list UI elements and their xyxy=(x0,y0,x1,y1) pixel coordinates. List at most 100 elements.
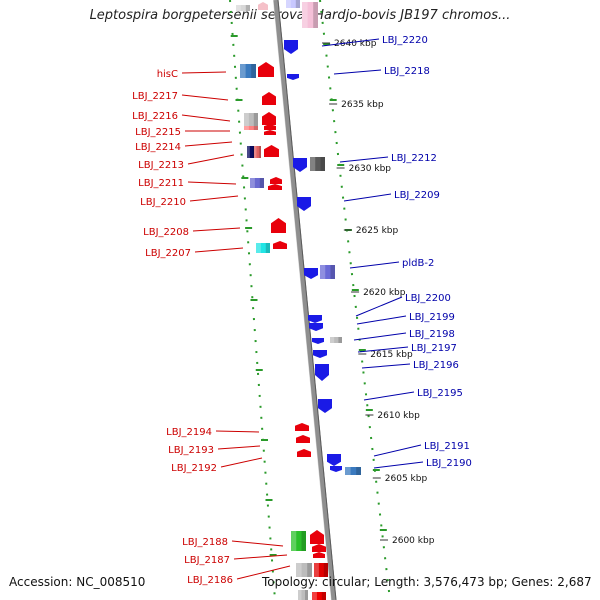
reverse-gene-arrow xyxy=(312,338,324,344)
left-label-leader xyxy=(217,445,261,450)
gene-feature xyxy=(247,146,255,158)
right-label-leader xyxy=(349,261,400,269)
right-gene-label: LBJ_2199 xyxy=(409,312,455,323)
tick-label: 2640 kbp xyxy=(334,39,377,49)
tick-label: 2630 kbp xyxy=(349,164,392,174)
left-gene-label: LBJ_2186 xyxy=(187,575,233,586)
left-label-leader xyxy=(215,430,260,433)
reverse-gene-arrow xyxy=(318,399,332,413)
right-gene-label: LBJ_2198 xyxy=(409,329,455,340)
tick-label: 2600 kbp xyxy=(392,536,435,546)
tick-label: 2605 kbp xyxy=(385,474,428,484)
reverse-gene-arrow xyxy=(330,466,342,472)
map-title: Leptospira borgpetersenii serovar Hardjo… xyxy=(89,8,511,23)
gene-feature xyxy=(256,243,270,253)
left-label-leader xyxy=(233,554,288,560)
right-label-leader xyxy=(343,193,392,202)
backbone-group xyxy=(273,0,337,600)
forward-gene-arrow xyxy=(270,177,282,184)
reverse-gene-arrow xyxy=(284,40,298,54)
right-label-leader xyxy=(339,156,389,163)
right-label-leader xyxy=(363,391,415,401)
right-gene-label: pldB-2 xyxy=(402,258,434,269)
forward-gene-arrow xyxy=(258,2,268,10)
right-gene-label: LBJ_2196 xyxy=(413,360,459,371)
left-gene-label: LBJ_2207 xyxy=(145,248,191,259)
backbone-line xyxy=(273,0,337,600)
reverse-gene-arrow xyxy=(308,315,322,323)
gene-feature xyxy=(310,157,325,171)
reverse-gene-arrow xyxy=(313,350,327,358)
right-label-leader xyxy=(361,363,411,369)
left-gene-label: LBJ_2208 xyxy=(143,227,189,238)
forward-gene-arrow xyxy=(262,112,276,125)
forward-gene-arrow xyxy=(310,530,324,544)
reverse-gene-arrow xyxy=(309,323,323,331)
right-label-leader xyxy=(333,69,382,75)
right-gene-label: LBJ_2220 xyxy=(382,35,428,46)
reverse-gene-arrow xyxy=(297,197,311,211)
right-gene-label: LBJ_2200 xyxy=(405,293,451,304)
left-label-leader xyxy=(231,540,284,547)
forward-gene-arrow xyxy=(312,544,326,552)
tick-label: 2625 kbp xyxy=(356,226,399,236)
gene-feature xyxy=(244,126,258,130)
tick-label: 2615 kbp xyxy=(370,350,413,360)
forward-gene-arrow xyxy=(297,449,311,457)
left-gene-label: LBJ_2194 xyxy=(166,427,212,438)
gene-feature xyxy=(236,5,250,11)
right-label-leader xyxy=(356,315,407,325)
forward-gene-arrow xyxy=(268,184,282,190)
gene-feature xyxy=(244,113,258,127)
right-label-leader xyxy=(373,444,422,457)
outer-dotted-track xyxy=(319,0,391,600)
reverse-gene-arrow xyxy=(315,364,329,381)
forward-gene-arrow xyxy=(264,124,276,130)
backbone-shadow xyxy=(277,0,337,600)
reverse-gene-arrow xyxy=(287,74,299,80)
left-gene-label: LBJ_2213 xyxy=(138,160,184,171)
right-gene-label: LBJ_2218 xyxy=(384,66,430,77)
reverse-gene-arrow xyxy=(327,454,341,466)
left-gene-label: hisC xyxy=(157,69,178,80)
gene-feature xyxy=(291,531,306,551)
left-gene-label: LBJ_2217 xyxy=(132,91,178,102)
gene-feature xyxy=(298,590,308,600)
forward-gene-arrow xyxy=(262,92,276,105)
right-gene-label: LBJ_2197 xyxy=(411,343,457,354)
accession-label: Accession: NC_008510 xyxy=(9,575,146,589)
forward-gene-arrow xyxy=(295,423,309,431)
gene-feature xyxy=(302,2,318,28)
left-label-leader xyxy=(181,114,231,122)
gene-feature xyxy=(312,592,326,600)
right-label-leader xyxy=(373,461,424,469)
left-gene-label: LBJ_2210 xyxy=(140,197,186,208)
right-gene-label: LBJ_2191 xyxy=(424,441,470,452)
gene-feature xyxy=(296,563,312,577)
left-label-leader xyxy=(236,565,291,580)
tick-label: 2620 kbp xyxy=(363,288,406,298)
left-label-leader xyxy=(181,71,227,74)
right-gene-label: LBJ_2190 xyxy=(426,458,472,469)
left-gene-label: LBJ_2193 xyxy=(168,445,214,456)
gene-feature xyxy=(286,0,300,8)
left-label-leader xyxy=(187,154,235,165)
forward-gene-arrow xyxy=(258,62,274,77)
forward-gene-arrow xyxy=(264,130,276,135)
reverse-gene-arrow xyxy=(293,158,307,172)
left-gene-label: LBJ_2192 xyxy=(171,463,217,474)
topology-summary: Topology: circular; Length: 3,576,473 bp… xyxy=(262,575,592,589)
tick-label: 2610 kbp xyxy=(377,411,420,421)
left-label-leader xyxy=(187,181,237,185)
forward-gene-arrow xyxy=(271,218,286,233)
left-gene-label: LBJ_2214 xyxy=(135,142,181,153)
gene-feature xyxy=(314,563,328,577)
left-label-leader xyxy=(184,141,233,147)
gene-feature xyxy=(330,337,342,343)
gene-feature xyxy=(240,64,256,78)
left-label-leader xyxy=(181,94,229,101)
left-label-leader xyxy=(194,247,244,253)
reverse-gene-arrow xyxy=(304,268,318,279)
